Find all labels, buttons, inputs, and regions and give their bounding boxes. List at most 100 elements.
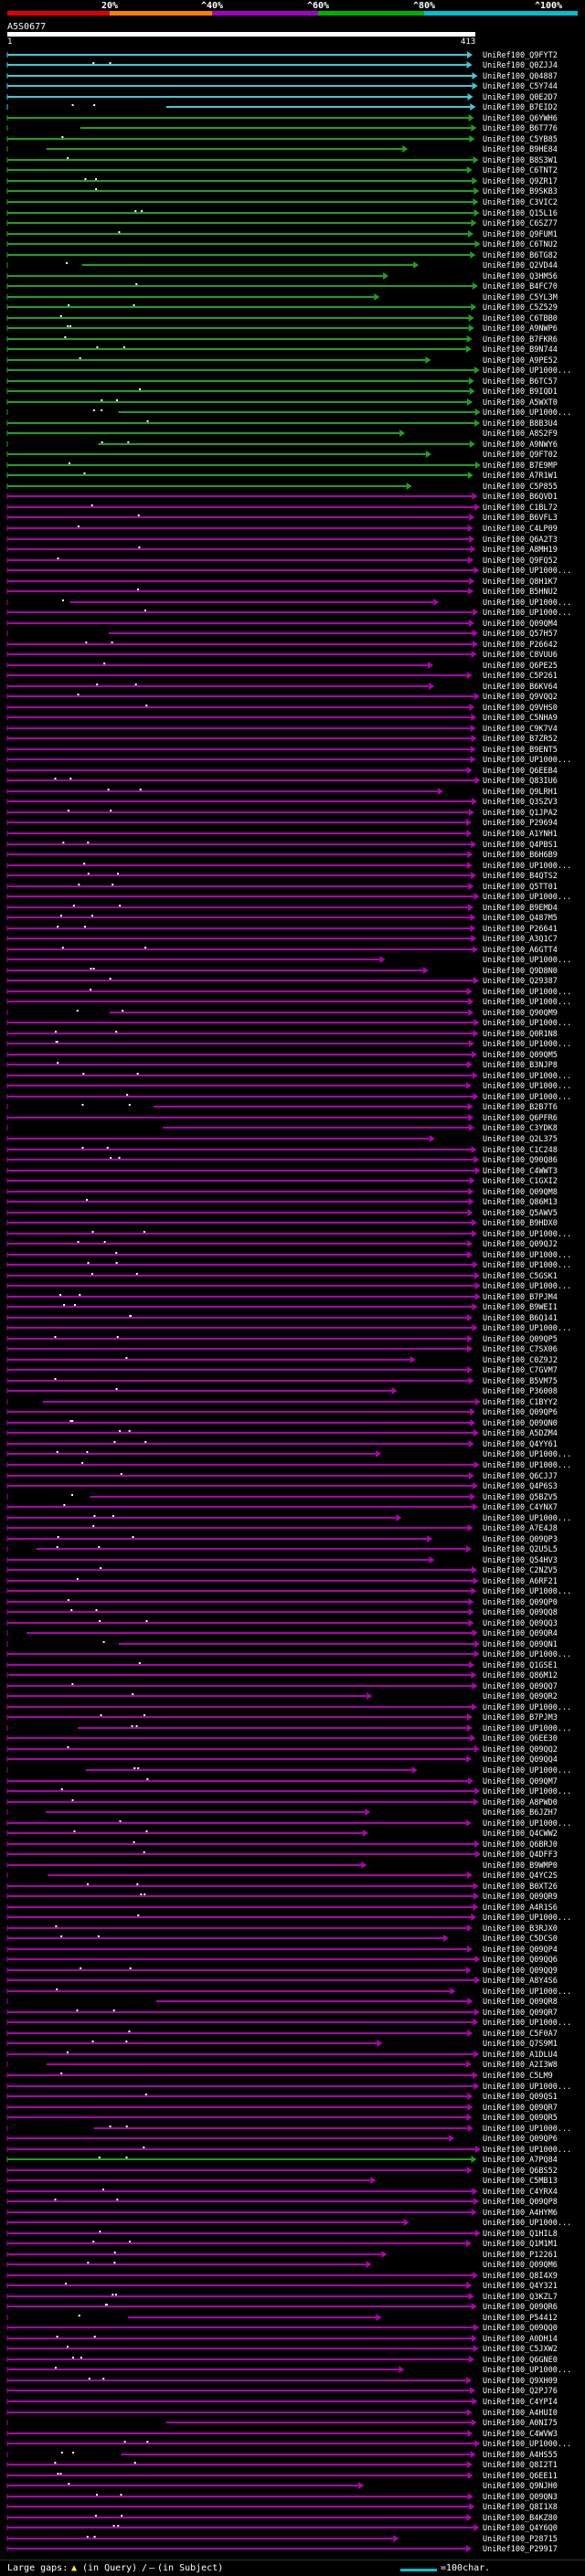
hit-label-31[interactable]: UniRef100_UP1000... xyxy=(483,366,571,376)
hit-label-194[interactable]: UniRef100_UP1000... xyxy=(483,2083,571,2092)
hit-label-118[interactable]: UniRef100_UP1000... xyxy=(483,1282,571,1291)
hit-label-15[interactable]: UniRef100_C3VIC2 xyxy=(483,198,558,207)
hit-label-180[interactable]: UniRef100_C5DCS0 xyxy=(483,1935,558,1944)
hit-label-204[interactable]: UniRef100_C4YRX4 xyxy=(483,2188,558,2197)
hit-label-232[interactable]: UniRef100_Q9NJH0 xyxy=(483,2482,558,2491)
hit-label-152[interactable]: UniRef100_Q09QN1 xyxy=(483,1640,558,1649)
hit-label-24[interactable]: UniRef100_C5YL3M xyxy=(483,293,558,302)
hit-label-110[interactable]: UniRef100_Q86M13 xyxy=(483,1198,558,1207)
hit-label-177[interactable]: UniRef100_A4R1S6 xyxy=(483,1903,558,1913)
hit-label-113[interactable]: UniRef100_UP1000... xyxy=(483,1230,571,1239)
hit-label-98[interactable]: UniRef100_UP1000... xyxy=(483,1072,571,1081)
hit-label-148[interactable]: UniRef100_Q09QP0 xyxy=(483,1598,558,1607)
hit-label-104[interactable]: UniRef100_Q2L375 xyxy=(483,1135,558,1144)
hit-label-106[interactable]: UniRef100_Q90Q86 xyxy=(483,1156,558,1165)
hit-label-205[interactable]: UniRef100_Q09QP8 xyxy=(483,2198,558,2207)
hit-label-133[interactable]: UniRef100_Q4YY61 xyxy=(483,1440,558,1449)
hit-label-138[interactable]: UniRef100_Q5BZV5 xyxy=(483,1493,558,1502)
hit-label-126[interactable]: UniRef100_C7GVM7 xyxy=(483,1366,558,1375)
hit-label-131[interactable]: UniRef100_Q09QN0 xyxy=(483,1419,558,1428)
hit-label-60[interactable]: UniRef100_C5P261 xyxy=(483,672,558,681)
hit-label-66[interactable]: UniRef100_B7ZR52 xyxy=(483,735,558,744)
hit-label-47[interactable]: UniRef100_Q6A2T3 xyxy=(483,535,558,545)
hit-label-107[interactable]: UniRef100_C4WWT3 xyxy=(483,1167,558,1176)
hit-label-161[interactable]: UniRef100_Q6EE30 xyxy=(483,1734,558,1744)
hit-label-208[interactable]: UniRef100_Q1HIL8 xyxy=(483,2230,558,2239)
hit-label-199[interactable]: UniRef100_Q09QP6 xyxy=(483,2135,558,2144)
hit-label-160[interactable]: UniRef100_UP1000... xyxy=(483,1724,571,1733)
hit-label-189[interactable]: UniRef100_C5F0A7 xyxy=(483,2030,558,2039)
hit-label-169[interactable]: UniRef100_UP1000... xyxy=(483,1819,571,1829)
hit-label-213[interactable]: UniRef100_Q4Y321 xyxy=(483,2282,558,2291)
hit-label-195[interactable]: UniRef100_Q09QS1 xyxy=(483,2093,558,2102)
hit-label-120[interactable]: UniRef100_B9WEI1 xyxy=(483,1303,558,1312)
hit-label-95[interactable]: UniRef100_UP1000... xyxy=(483,1040,571,1049)
hit-label-30[interactable]: UniRef100_A9PE52 xyxy=(483,356,558,366)
hit-label-156[interactable]: UniRef100_Q09QQ7 xyxy=(483,1682,558,1691)
hit-label-154[interactable]: UniRef100_Q1GSE1 xyxy=(483,1661,558,1670)
hit-label-76[interactable]: UniRef100_Q4PBS1 xyxy=(483,841,558,850)
hit-label-81[interactable]: UniRef100_UP1000... xyxy=(483,893,571,902)
hit-label-97[interactable]: UniRef100_B3NJP8 xyxy=(483,1061,558,1070)
hit-label-229[interactable]: UniRef100_A4HS55 xyxy=(483,2451,558,2460)
hit-label-178[interactable]: UniRef100_UP1000... xyxy=(483,1913,571,1923)
hit-label-17[interactable]: UniRef100_C6SZ77 xyxy=(483,219,558,228)
hit-label-128[interactable]: UniRef100_P36008 xyxy=(483,1387,558,1396)
hit-label-94[interactable]: UniRef100_Q0R1N8 xyxy=(483,1030,558,1039)
hit-label-114[interactable]: UniRef100_Q09QJ2 xyxy=(483,1240,558,1249)
hit-label-198[interactable]: UniRef100_UP1000... xyxy=(483,2125,571,2134)
hit-label-127[interactable]: UniRef100_B5VM75 xyxy=(483,1377,558,1386)
hit-label-144[interactable]: UniRef100_Q54HV3 xyxy=(483,1556,558,1565)
hit-label-34[interactable]: UniRef100_A5WXT0 xyxy=(483,398,558,408)
hit-label-102[interactable]: UniRef100_Q6PFR6 xyxy=(483,1114,558,1123)
hit-label-201[interactable]: UniRef100_A7PQ84 xyxy=(483,2156,558,2165)
hit-label-21[interactable]: UniRef100_Q2VD44 xyxy=(483,261,558,270)
hit-label-5[interactable]: UniRef100_Q0E2D7 xyxy=(483,93,558,102)
hit-label-150[interactable]: UniRef100_Q09QQ3 xyxy=(483,1619,558,1628)
hit-label-222[interactable]: UniRef100_Q9XH09 xyxy=(483,2377,558,2386)
hit-label-123[interactable]: UniRef100_Q09QP5 xyxy=(483,1335,558,1344)
hit-label-29[interactable]: UniRef100_B9N744 xyxy=(483,345,558,355)
hit-label-234[interactable]: UniRef100_Q8I1X8 xyxy=(483,2503,558,2512)
hit-label-109[interactable]: UniRef100_Q09QM8 xyxy=(483,1188,558,1197)
hit-label-36[interactable]: UniRef100_B8B3U4 xyxy=(483,419,558,429)
hit-label-125[interactable]: UniRef100_C0Z9J2 xyxy=(483,1356,558,1365)
hit-label-32[interactable]: UniRef100_B6TC57 xyxy=(483,377,558,387)
hit-label-129[interactable]: UniRef100_C1BYY2 xyxy=(483,1398,558,1407)
hit-label-135[interactable]: UniRef100_UP1000... xyxy=(483,1461,571,1470)
hit-label-38[interactable]: UniRef100_A9NWY6 xyxy=(483,440,558,450)
hit-label-185[interactable]: UniRef100_UP1000... xyxy=(483,1988,571,1997)
hit-label-18[interactable]: UniRef100_Q9FUM1 xyxy=(483,230,558,239)
hit-label-116[interactable]: UniRef100_UP1000... xyxy=(483,1261,571,1270)
hit-label-149[interactable]: UniRef100_Q09QQ8 xyxy=(483,1608,558,1617)
hit-label-184[interactable]: UniRef100_A8Y4S6 xyxy=(483,1977,558,1986)
hit-label-191[interactable]: UniRef100_A1DLU4 xyxy=(483,2051,558,2060)
hit-label-163[interactable]: UniRef100_Q09QQ4 xyxy=(483,1755,558,1765)
hit-label-89[interactable]: UniRef100_Q29387 xyxy=(483,977,558,986)
hit-label-220[interactable]: UniRef100_Q6GNE0 xyxy=(483,2356,558,2365)
hit-label-56[interactable]: UniRef100_Q57H57 xyxy=(483,630,558,639)
hit-label-49[interactable]: UniRef100_Q9FQ52 xyxy=(483,557,558,566)
hit-label-108[interactable]: UniRef100_C1GXI2 xyxy=(483,1177,558,1186)
hit-label-99[interactable]: UniRef100_UP1000... xyxy=(483,1082,571,1091)
hit-label-2[interactable]: UniRef100_Q0ZJJ4 xyxy=(483,61,558,70)
hit-label-27[interactable]: UniRef100_A9NWP6 xyxy=(483,324,558,334)
hit-label-137[interactable]: UniRef100_Q4P6S3 xyxy=(483,1482,558,1491)
hit-label-235[interactable]: UniRef100_B4KZ80 xyxy=(483,2514,558,2523)
hit-label-6[interactable]: UniRef100_B7EID2 xyxy=(483,103,558,112)
hit-label-146[interactable]: UniRef100_A6RF21 xyxy=(483,1577,558,1586)
hit-label-62[interactable]: UniRef100_Q9VQQ2 xyxy=(483,693,558,702)
hit-label-233[interactable]: UniRef100_Q09QN3 xyxy=(483,2493,558,2502)
hit-label-85[interactable]: UniRef100_A3Q1C7 xyxy=(483,935,558,944)
hit-label-39[interactable]: UniRef100_Q9FT02 xyxy=(483,451,558,460)
hit-label-55[interactable]: UniRef100_Q09QM4 xyxy=(483,620,558,629)
hit-label-211[interactable]: UniRef100_Q09QM6 xyxy=(483,2261,558,2270)
hit-label-219[interactable]: UniRef100_C5JXW2 xyxy=(483,2345,558,2354)
hit-label-167[interactable]: UniRef100_A8PWD0 xyxy=(483,1798,558,1807)
hit-label-212[interactable]: UniRef100_Q8I4X9 xyxy=(483,2272,558,2281)
hit-label-231[interactable]: UniRef100_Q6EE11 xyxy=(483,2472,558,2481)
hit-label-103[interactable]: UniRef100_C3YDK8 xyxy=(483,1124,558,1133)
hit-label-190[interactable]: UniRef100_Q7S9M1 xyxy=(483,2040,558,2049)
hit-label-70[interactable]: UniRef100_Q83IU6 xyxy=(483,777,558,786)
hit-label-67[interactable]: UniRef100_B9ENT5 xyxy=(483,746,558,755)
